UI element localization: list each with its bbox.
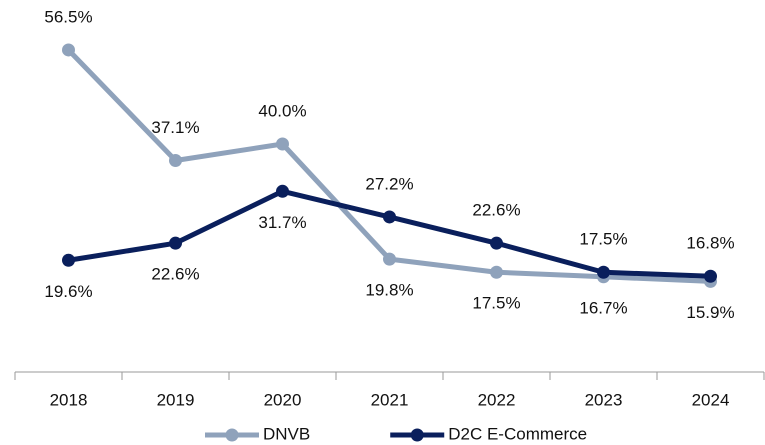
x-tick-label: 2021 bbox=[371, 390, 409, 409]
x-tick-label: 2019 bbox=[157, 390, 195, 409]
x-tick-label: 2022 bbox=[478, 390, 516, 409]
x-tick-label: 2020 bbox=[264, 390, 302, 409]
legend-label: DNVB bbox=[263, 424, 310, 443]
data-label: 15.9% bbox=[686, 303, 734, 322]
point bbox=[597, 265, 610, 279]
data-label: 17.5% bbox=[472, 294, 520, 313]
legend-marker bbox=[225, 428, 239, 442]
data-label: 16.8% bbox=[686, 234, 734, 253]
data-label: 27.2% bbox=[365, 174, 413, 193]
data-label: 17.5% bbox=[579, 230, 627, 249]
legend-label: D2C E-Commerce bbox=[448, 424, 587, 443]
x-tick-label: 2018 bbox=[50, 390, 88, 409]
data-label: 37.1% bbox=[151, 118, 199, 137]
point bbox=[383, 210, 396, 224]
point bbox=[276, 137, 289, 151]
data-label: 16.7% bbox=[579, 298, 627, 317]
x-tick-label: 2023 bbox=[585, 390, 623, 409]
data-label: 22.6% bbox=[151, 265, 199, 284]
data-label: 22.6% bbox=[472, 201, 520, 220]
legend-marker bbox=[410, 428, 424, 442]
point bbox=[383, 252, 396, 266]
point bbox=[169, 236, 182, 250]
point bbox=[62, 253, 75, 267]
data-label: 31.7% bbox=[258, 213, 306, 232]
data-label: 56.5% bbox=[44, 7, 92, 26]
point bbox=[490, 265, 503, 279]
point bbox=[490, 236, 503, 250]
data-label: 19.6% bbox=[44, 282, 92, 301]
point bbox=[169, 154, 182, 168]
data-label: 40.0% bbox=[258, 101, 306, 120]
point bbox=[276, 184, 289, 198]
x-tick-label: 2024 bbox=[692, 390, 730, 409]
data-label: 19.8% bbox=[365, 281, 413, 300]
point bbox=[704, 269, 717, 283]
point bbox=[62, 43, 75, 57]
